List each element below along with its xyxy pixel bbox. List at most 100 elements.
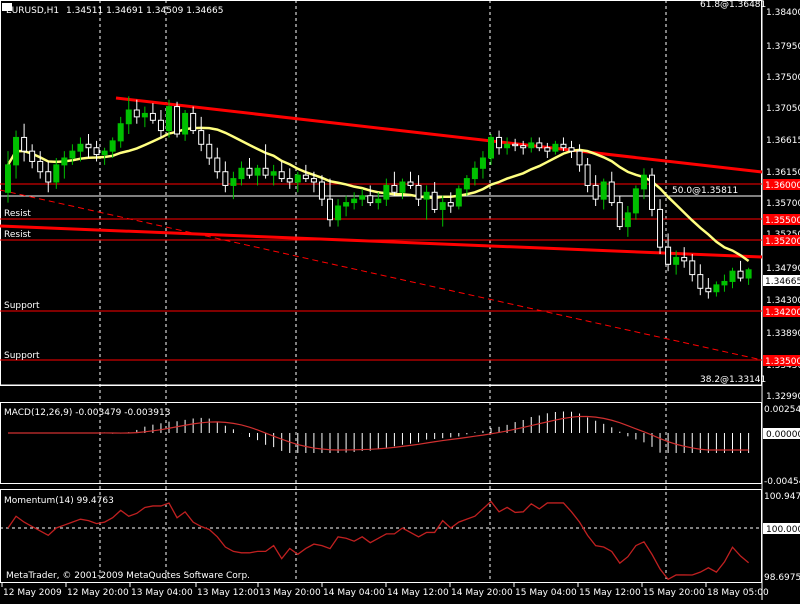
candle-body-20 xyxy=(166,106,172,132)
level-box-3 xyxy=(763,306,800,317)
level-lines xyxy=(0,183,762,386)
candle-body-62 xyxy=(504,143,511,149)
time-label-5: 14 May 04:00 xyxy=(323,588,385,598)
price-tick-3: 1.37050 xyxy=(766,104,800,114)
candle-body-31 xyxy=(254,167,261,176)
candle-body-76 xyxy=(616,202,623,228)
level-box-0 xyxy=(763,179,800,190)
candle-body-71 xyxy=(576,150,583,166)
candle-body-21 xyxy=(174,106,181,135)
candle-body-55 xyxy=(447,202,454,207)
price-tick-6: 1.35700 xyxy=(766,199,800,209)
fib-top-label: 61.8@1.36481 xyxy=(700,0,766,10)
price-tick-5: 1.36150 xyxy=(766,168,800,178)
level-price-boxes: 1.36000 1.35500 1.35200 1.34200 1.33500 xyxy=(763,179,800,367)
candle-body-68 xyxy=(552,143,559,152)
level-box-2 xyxy=(763,235,800,246)
candle-body-78 xyxy=(632,188,639,214)
level-box-4 xyxy=(763,355,800,366)
candle-body-64 xyxy=(520,145,527,149)
candle-body-32 xyxy=(262,167,269,176)
candle-body-63 xyxy=(512,143,519,147)
ohlc-label: 1.34511 1.34691 1.34509 1.34665 xyxy=(66,6,223,16)
candle-body-18 xyxy=(149,112,156,121)
candle-body-27 xyxy=(222,171,229,186)
price-tick-0: 1.38400 xyxy=(766,8,800,18)
candle-body-4 xyxy=(37,160,44,173)
candle-body-17 xyxy=(141,112,148,118)
candle-body-67 xyxy=(544,147,551,152)
fib-50-label: 50.0@1.35811 xyxy=(672,186,738,196)
candle-body-34 xyxy=(278,171,285,180)
candle-body-66 xyxy=(536,142,543,149)
time-label-11: 18 May 05:00 xyxy=(707,588,769,598)
candle-body-46 xyxy=(375,198,382,204)
macd-zero-box xyxy=(763,428,800,439)
price-tick-1: 1.37950 xyxy=(766,42,800,52)
candle-body-84 xyxy=(681,256,688,262)
time-label-7: 14 May 20:00 xyxy=(451,588,513,598)
time-label-10: 15 May 20:00 xyxy=(643,588,705,598)
candle-body-72 xyxy=(584,164,591,186)
candle-body-87 xyxy=(705,287,712,293)
side-label-resist-1: Resist xyxy=(4,209,31,219)
candle-body-12 xyxy=(101,150,108,156)
candle-body-10 xyxy=(85,143,92,149)
level-price-3: 1.34200 xyxy=(765,308,800,318)
candle-body-58 xyxy=(471,167,478,180)
price-tick-9: 1.34300 xyxy=(766,296,800,306)
candle-body-43 xyxy=(351,198,358,204)
macd-histogram xyxy=(104,411,750,453)
side-label-resist-2: Resist xyxy=(4,230,31,240)
candle-body-22 xyxy=(182,112,189,135)
momentum-panel-frame xyxy=(0,489,762,583)
time-label-3: 13 May 12:00 xyxy=(197,588,259,598)
price-tick-10: 1.33890 xyxy=(766,329,800,339)
candle-body-79 xyxy=(640,174,647,190)
candle-body-42 xyxy=(343,202,350,207)
macd-tick-bottom: -0.00454 xyxy=(764,477,800,487)
candle-body-88 xyxy=(713,284,720,293)
candle-body-75 xyxy=(608,181,615,204)
candle-body-50 xyxy=(407,181,414,186)
candle-body-85 xyxy=(689,260,696,276)
copyright-label: MetaTrader, © 2001-2009 MetaQuotes Softw… xyxy=(6,571,250,581)
candle-body-86 xyxy=(697,274,704,289)
candle-body-51 xyxy=(415,184,422,200)
price-tick-8: 1.34790 xyxy=(766,264,800,274)
price-tick-2: 1.37500 xyxy=(766,73,800,83)
price-axis: 1.38400 1.37950 1.37500 1.37050 1.36615 1.361… xyxy=(766,8,800,402)
current-price-label: 1.34665 xyxy=(765,277,800,287)
candle-body-41 xyxy=(335,205,342,221)
level-box-1 xyxy=(763,214,800,225)
candle-body-74 xyxy=(600,181,607,200)
candle-body-0 xyxy=(5,164,11,193)
candle-body-8 xyxy=(69,150,76,159)
lower-dashed-trendline xyxy=(0,189,763,361)
candle-body-13 xyxy=(109,140,116,152)
candle-body-38 xyxy=(310,178,317,183)
candle-body-16 xyxy=(133,109,140,118)
vertical-grid xyxy=(99,0,667,583)
candle-body-40 xyxy=(327,198,333,221)
momentum-label: Momentum(14) 99.4763 xyxy=(4,496,114,506)
candle-body-39 xyxy=(318,181,325,200)
middle-trendline xyxy=(0,224,763,259)
candle-body-60 xyxy=(488,136,494,159)
fib-38-label: 38.2@1.33141 xyxy=(700,375,766,385)
macd-tick-top: 0.002545 xyxy=(764,405,800,415)
candle-body-47 xyxy=(383,184,390,200)
upper-trendline xyxy=(115,96,763,174)
candle-body-35 xyxy=(286,178,293,183)
time-label-1: 12 May 20:00 xyxy=(67,588,129,598)
candle-body-5 xyxy=(45,171,52,183)
time-label-6: 14 May 12:00 xyxy=(387,588,449,598)
candle-body-19 xyxy=(157,119,164,132)
macd-signal-line xyxy=(8,415,749,451)
side-label-support-2: Support xyxy=(4,351,40,361)
candle-body-59 xyxy=(479,157,486,169)
candle-body-6 xyxy=(53,164,60,183)
candle-body-54 xyxy=(439,202,446,210)
candles-group xyxy=(5,96,752,299)
